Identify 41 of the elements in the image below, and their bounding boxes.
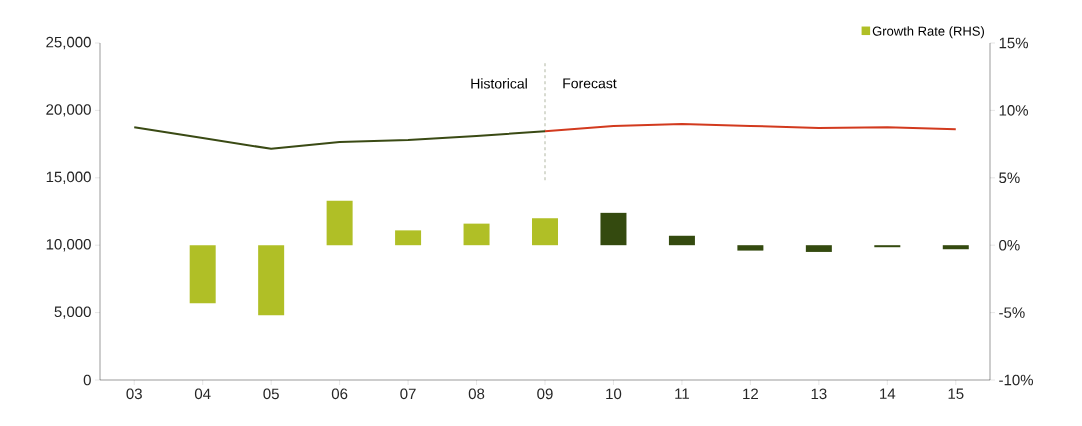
y-tick-label: 25,000 [46,36,91,50]
x-tick-label: 13 [811,388,827,400]
bar [942,245,969,250]
y2-tick-label: -5% [999,307,1025,318]
legend-label: Growth Rate (RHS) [872,26,984,39]
y-tick-label: 10,000 [46,239,91,252]
y-tick-label: 0 [83,374,91,386]
bar [600,212,627,246]
x-tick-label: 03 [126,388,142,400]
x-tick-label: 12 [743,388,758,400]
annotation: Historical [471,78,527,89]
bar [805,245,832,252]
y2-tick-label: 5% [999,172,1020,184]
bar [189,245,216,304]
x-tick-label: 14 [880,388,896,399]
y2-tick-label: 15% [999,37,1029,49]
x-tick-label: 05 [263,388,279,400]
x-tick-label: 08 [468,388,485,400]
bar [668,235,695,246]
y2-tick-label: 10% [999,105,1029,116]
x-tick-label: 15 [948,388,964,399]
x-tick-label: 09 [537,388,553,400]
bar [532,218,559,246]
annotation: Forecast [563,78,617,89]
x-tick-label: 04 [194,388,211,400]
bar [737,245,764,251]
bar [395,230,422,246]
x-tick-label: 07 [400,388,416,400]
x-tick-label: 11 [675,388,689,399]
x-tick-label: 06 [331,388,348,400]
y2-tick-label: -10% [999,374,1034,386]
y2-tick-label: 0% [999,239,1020,251]
bar [463,223,490,246]
line-series [544,122,957,133]
bar [326,200,353,246]
bar [874,245,901,248]
y-tick-label: 15,000 [46,171,91,184]
bar [258,245,285,316]
y-tick-label: 20,000 [46,104,91,117]
x-tick-label: 10 [606,388,622,400]
y-tick-label: 5,000 [54,306,91,319]
